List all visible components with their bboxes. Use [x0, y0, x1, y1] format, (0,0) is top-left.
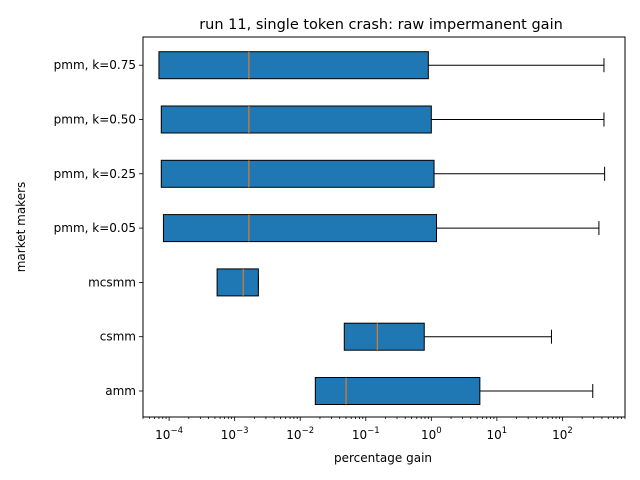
y-tick-label: amm — [105, 384, 136, 398]
x-tick-label: 10−4 — [155, 426, 183, 442]
y-tick-label: pmm, k=0.75 — [54, 58, 136, 72]
y-axis-label: market makers — [14, 182, 28, 273]
box-group — [216, 268, 259, 297]
box — [162, 214, 438, 243]
y-tick-label: pmm, k=0.25 — [54, 167, 136, 181]
box — [216, 268, 259, 297]
box-group — [343, 322, 552, 351]
y-tick-label: mcsmm — [88, 275, 136, 289]
x-tick-label: 10−2 — [286, 426, 314, 442]
box-group — [160, 159, 606, 188]
box-group — [160, 105, 605, 134]
x-axis: 10−4 10−3 10−2 10−1 100 101 102 — [142, 417, 626, 442]
box-group — [162, 214, 600, 243]
box — [160, 159, 435, 188]
y-tick-label: csmm — [100, 330, 136, 344]
x-tick-label: 10−1 — [352, 426, 380, 442]
chart-title: run 11, single token crash: raw imperman… — [199, 17, 563, 33]
boxes-layer — [158, 51, 606, 405]
x-tick-label: 100 — [421, 426, 442, 442]
y-tick-label: pmm, k=0.05 — [54, 221, 136, 235]
box — [160, 105, 432, 134]
box — [343, 322, 425, 351]
y-axis: amm csmm mcsmm pmm, k=0.05 pmm, k=0.25 pmm, k… — [54, 58, 143, 398]
plot-frame — [142, 36, 626, 418]
box — [158, 51, 429, 80]
x-tick-label: 102 — [552, 426, 573, 442]
box-group — [314, 377, 594, 405]
y-tick-label: pmm, k=0.50 — [54, 113, 136, 127]
x-tick-label: 10−3 — [221, 426, 249, 442]
x-axis-label: percentage gain — [334, 451, 432, 465]
box — [314, 377, 481, 405]
x-tick-label: 101 — [487, 426, 508, 442]
box-group — [158, 51, 605, 80]
